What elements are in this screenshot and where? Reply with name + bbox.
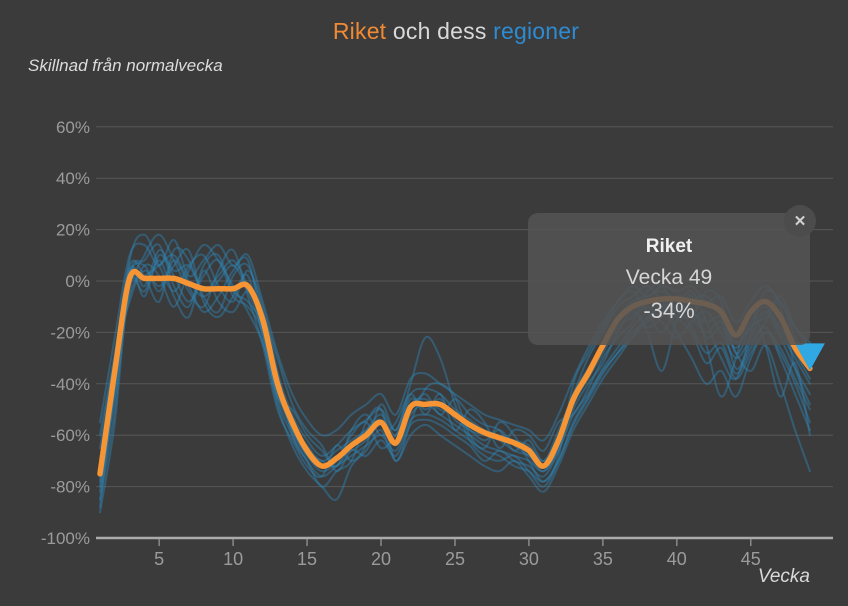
tooltip-close-button[interactable]: ✕ bbox=[784, 205, 816, 237]
y-tick-label: -40% bbox=[50, 375, 90, 394]
tooltip-value: -34% bbox=[643, 297, 695, 323]
y-tick-label: -20% bbox=[50, 323, 90, 342]
y-tick-label: -80% bbox=[50, 478, 90, 497]
y-tick-label: -60% bbox=[50, 426, 90, 445]
x-tick-label: 25 bbox=[445, 549, 465, 569]
region-line[interactable] bbox=[99, 233, 811, 488]
y-tick-label: 40% bbox=[56, 169, 90, 188]
chart-title: Riket och dess regioner bbox=[100, 18, 812, 45]
selected-point-marker-icon[interactable] bbox=[794, 343, 825, 371]
x-tick-label: 10 bbox=[223, 549, 243, 569]
close-icon: ✕ bbox=[793, 213, 807, 230]
tooltip-week: Vecka 49 bbox=[625, 265, 713, 289]
chart-subtitle: Skillnad från normalvecka bbox=[28, 56, 223, 75]
x-tick-label: 45 bbox=[741, 549, 761, 569]
title-riket: Riket bbox=[332, 18, 387, 44]
title-regioner: regioner bbox=[493, 18, 580, 44]
x-tick-label: 20 bbox=[371, 549, 391, 569]
y-tick-label: 0% bbox=[65, 272, 90, 291]
tooltip-series-name: Riket bbox=[645, 235, 693, 257]
y-tick-label: 60% bbox=[56, 118, 90, 137]
x-axis-title: Vecka bbox=[757, 566, 810, 587]
x-tick-label: 15 bbox=[297, 549, 317, 569]
x-tick-label: 35 bbox=[593, 549, 613, 569]
y-tick-label: 20% bbox=[56, 221, 90, 240]
x-tick-label: 5 bbox=[154, 549, 164, 569]
y-tick-label: -100% bbox=[41, 529, 90, 548]
tooltip: Riket Vecka 49 -34% bbox=[528, 213, 810, 345]
title-och-dess: och dess bbox=[386, 18, 494, 44]
x-tick-label: 40 bbox=[667, 549, 687, 569]
x-tick-label: 30 bbox=[519, 549, 539, 569]
